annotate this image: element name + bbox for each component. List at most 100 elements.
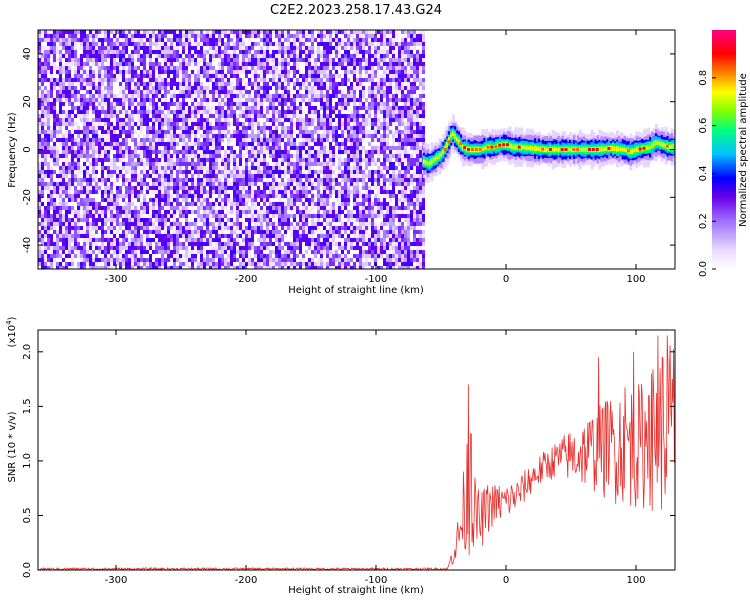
heatmap-cell: [329, 226, 332, 230]
heatmap-cell: [269, 218, 272, 222]
heatmap-cell: [275, 42, 278, 46]
heatmap-cell: [185, 246, 188, 250]
heatmap-cell: [320, 194, 323, 198]
heatmap-cell: [131, 98, 134, 102]
heatmap-cell: [179, 206, 182, 210]
heatmap-cell: [173, 214, 176, 218]
heatmap-cell: [173, 130, 176, 134]
heatmap-cell: [326, 38, 329, 42]
heatmap-cell: [92, 178, 95, 182]
heatmap-cell: [236, 206, 239, 210]
heatmap-cell: [161, 250, 164, 254]
heatmap-cell: [110, 254, 113, 258]
heatmap-cell: [191, 202, 194, 206]
heatmap-cell: [77, 110, 80, 114]
heatmap-cell: [191, 246, 194, 250]
heatmap-cell: [326, 262, 329, 266]
heatmap-cell: [251, 174, 254, 178]
heatmap-cell: [326, 118, 329, 122]
heatmap-cell: [314, 238, 317, 242]
heatmap-cell: [197, 62, 200, 66]
heatmap-cell: [176, 210, 179, 214]
heatmap-cell: [281, 258, 284, 262]
heatmap-cell: [281, 130, 284, 134]
heatmap-cell: [83, 50, 86, 54]
heatmap-cell: [293, 70, 296, 74]
heatmap-cell: [176, 166, 179, 170]
heatmap-cell: [119, 226, 122, 230]
heatmap-cell: [152, 78, 155, 82]
heatmap-cell: [278, 198, 281, 202]
heatmap-cell: [89, 46, 92, 50]
heatmap-cell: [176, 218, 179, 222]
heatmap-cell: [263, 82, 266, 86]
heatmap-cell: [161, 258, 164, 262]
heatmap-cell: [194, 110, 197, 114]
heatmap-cell: [278, 186, 281, 190]
heatmap-cell: [215, 166, 218, 170]
heatmap-cell: [332, 74, 335, 78]
heatmap-cell: [233, 242, 236, 246]
heatmap-cell: [77, 214, 80, 218]
heatmap-cell: [293, 170, 296, 174]
heatmap-cell: [248, 246, 251, 250]
heatmap-cell: [332, 50, 335, 54]
heatmap-cell: [101, 90, 104, 94]
heatmap-cell: [101, 210, 104, 214]
heatmap-cell: [59, 170, 62, 174]
heatmap-cell: [239, 154, 242, 158]
heatmap-cell: [128, 190, 131, 194]
heatmap-cell: [164, 62, 167, 66]
heatmap-cell: [116, 190, 119, 194]
heatmap-cell: [206, 194, 209, 198]
heatmap-cell: [284, 146, 287, 150]
heatmap-cell: [278, 34, 281, 38]
heatmap-cell: [128, 98, 131, 102]
heatmap-cell: [284, 98, 287, 102]
heatmap-cell: [125, 194, 128, 198]
heatmap-cell: [326, 30, 329, 34]
heatmap-cell: [62, 230, 65, 234]
heatmap-cell: [77, 138, 80, 142]
heatmap-cell: [278, 206, 281, 210]
heatmap-cell: [191, 254, 194, 258]
heatmap-cell: [77, 70, 80, 74]
heatmap-cell: [317, 170, 320, 174]
heatmap-cell: [149, 242, 152, 246]
heatmap-cell: [278, 250, 281, 254]
heatmap-cell: [269, 130, 272, 134]
heatmap-cell: [269, 122, 272, 126]
heatmap-cell: [200, 266, 203, 269]
heatmap-cell: [95, 142, 98, 146]
heatmap-cell: [104, 266, 107, 269]
heatmap-cell: [263, 94, 266, 98]
heatmap-cell: [131, 150, 134, 154]
heatmap-cell: [140, 118, 143, 122]
heatmap-cell: [260, 98, 263, 102]
heatmap-cell: [146, 250, 149, 254]
heatmap-cell: [338, 110, 341, 114]
heatmap-cell: [119, 194, 122, 198]
heatmap-cell: [284, 194, 287, 198]
heatmap-cell: [260, 162, 263, 166]
heatmap-cell: [158, 66, 161, 70]
heatmap-cell: [188, 30, 191, 34]
heatmap-cell: [338, 118, 341, 122]
heatmap-cell: [140, 182, 143, 186]
heatmap-cell: [50, 218, 53, 222]
heatmap-cell: [155, 34, 158, 38]
heatmap-cell: [254, 86, 257, 90]
heatmap-cell: [53, 258, 56, 262]
heatmap-cell: [59, 154, 62, 158]
heatmap-cell: [107, 150, 110, 154]
heatmap-cell: [338, 134, 341, 138]
heatmap-cell: [251, 58, 254, 62]
heatmap-cell: [95, 158, 98, 162]
heatmap-cell: [53, 34, 56, 38]
heatmap-cell: [203, 42, 206, 46]
heatmap-cell: [248, 262, 251, 266]
heatmap-cell: [269, 154, 272, 158]
heatmap-cell: [248, 194, 251, 198]
heatmap-cell: [188, 118, 191, 122]
heatmap-cell: [224, 190, 227, 194]
